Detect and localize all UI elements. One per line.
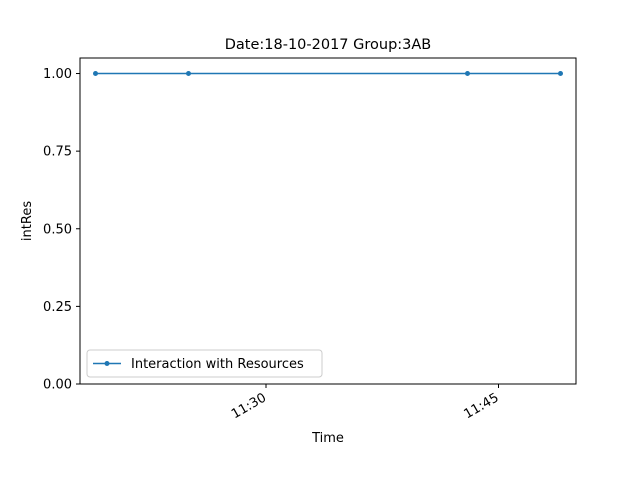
series-layer (93, 71, 563, 77)
y-tick-label: 0.50 (43, 222, 72, 237)
y-tick-label: 0.00 (43, 378, 72, 393)
legend-label: Interaction with Resources (131, 357, 304, 372)
y-axis-label: intRes (20, 201, 35, 241)
data-point (93, 71, 98, 77)
x-tick-label: 11:30 (229, 390, 269, 422)
legend-marker (104, 361, 110, 366)
data-point (465, 71, 470, 77)
y-tick-label: 1.00 (43, 67, 72, 82)
x-tick-label: 11:45 (462, 390, 502, 422)
plot-area (79, 57, 577, 385)
x-axis-label: Time (311, 431, 344, 446)
legend: Interaction with Resources (86, 349, 323, 378)
chart-title: Date:18-10-2017 Group:3AB (225, 37, 432, 53)
y-tick-label: 0.75 (43, 145, 72, 160)
legend-box (86, 349, 323, 378)
y-tick-label: 0.25 (43, 300, 72, 315)
y-axis: 0.00 0.25 0.50 0.75 1.00 (43, 67, 80, 393)
x-axis: 11:30 11:45 (229, 384, 502, 422)
data-point (558, 71, 563, 77)
data-point (186, 71, 191, 77)
